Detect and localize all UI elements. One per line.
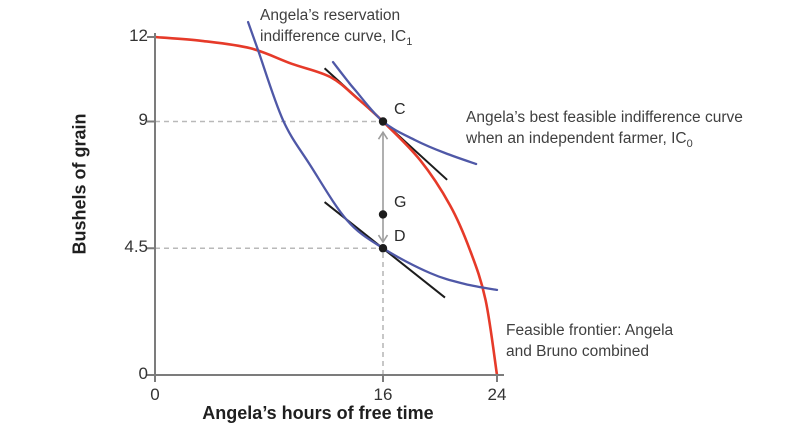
ic0-label-line1: Angela’s best feasible indifference curv… bbox=[466, 109, 743, 126]
x-tick-label-0: 0 bbox=[150, 385, 160, 404]
frontier-label-line2: and Bruno combined bbox=[506, 343, 650, 360]
dashed-guides bbox=[155, 120, 384, 375]
point-label-g: G bbox=[394, 194, 407, 212]
axes bbox=[147, 33, 504, 382]
point-dots bbox=[378, 117, 388, 253]
point-label-c: C bbox=[394, 101, 406, 119]
frontier-label: Feasible frontier: Angela and Bruno comb… bbox=[506, 320, 673, 362]
arrowhead-down-icon bbox=[377, 234, 389, 244]
x-tick-label-16: 16 bbox=[373, 385, 393, 404]
y-tick-label-9: 9 bbox=[138, 110, 148, 130]
y-axis-title: Bushels of grain bbox=[69, 113, 90, 255]
ic1-label-line1: Angela’s reservation bbox=[260, 7, 401, 24]
point-dot-c bbox=[378, 117, 388, 126]
ic1-label-line2: indifference curve, IC1 bbox=[260, 28, 413, 49]
x-tick-label-24: 24 bbox=[487, 385, 507, 404]
arrowhead-up-icon bbox=[377, 130, 389, 140]
surplus-arrow bbox=[377, 130, 389, 244]
x-axis-title: Angela’s hours of free time bbox=[202, 403, 434, 423]
y-tick-label-12: 12 bbox=[129, 25, 148, 45]
point-label-d: D bbox=[394, 228, 406, 246]
frontier-label-line1: Feasible frontier: Angela bbox=[506, 322, 674, 339]
point-dot-g bbox=[378, 210, 388, 219]
point-dot-d bbox=[378, 244, 388, 253]
ic1-curve-label: Angela’s reservation indifference curve,… bbox=[260, 5, 413, 49]
ic0-label-line2: when an independent farmer, IC0 bbox=[466, 130, 693, 151]
y-tick-label-4.5: 4.5 bbox=[124, 237, 148, 257]
y-tick-label-0: 0 bbox=[138, 364, 148, 383]
ic0-curve-label: Angela’s best feasible indifference curv… bbox=[466, 107, 743, 151]
feasible-frontier-curve bbox=[153, 35, 499, 377]
reservation-indifference-curve-ic1 bbox=[246, 20, 499, 292]
x-tick-marks bbox=[154, 375, 498, 382]
y-tick-marks bbox=[147, 35, 155, 376]
